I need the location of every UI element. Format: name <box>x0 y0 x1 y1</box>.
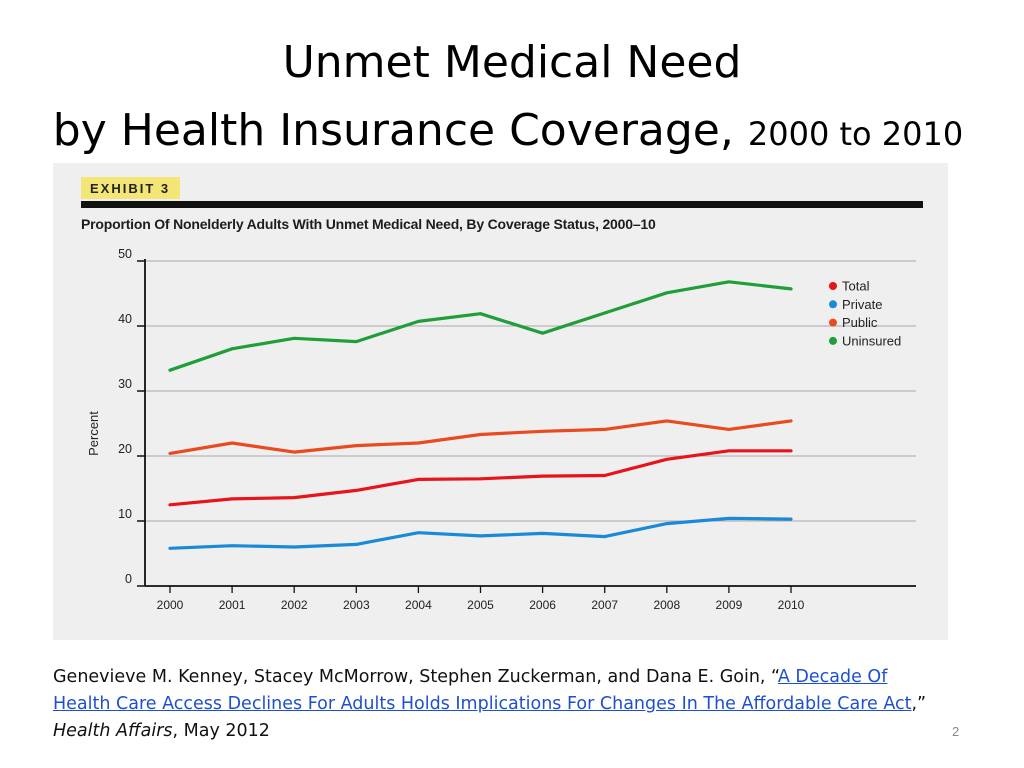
slide-title-line-1: Unmet Medical Need <box>282 37 742 88</box>
exhibit-subtitle: Proportion Of Nonelderly Adults With Unm… <box>81 216 656 232</box>
legend-label-total: Total <box>842 279 870 294</box>
article-link-part-2[interactable]: Health Care Access Declines For Adults H… <box>53 694 912 714</box>
y-tick-label: 10 <box>118 507 132 521</box>
y-tick-label: 20 <box>118 442 132 456</box>
x-tick-label: 2001 <box>219 598 246 612</box>
series-line-private <box>168 516 793 550</box>
title-date-range: 2000 to 2010 <box>747 115 964 153</box>
x-tick-label: 2005 <box>467 598 494 612</box>
legend-marker-total <box>829 282 837 290</box>
citation-quote-close: ,” <box>911 694 927 714</box>
legend-label-uninsured: Uninsured <box>842 333 901 348</box>
series-line-total <box>168 449 793 507</box>
y-tick-label: 30 <box>118 377 132 391</box>
x-tick-label: 2004 <box>405 598 432 612</box>
title-main: by Health Insurance Coverage, <box>52 105 734 156</box>
x-tick-label: 2002 <box>281 598 308 612</box>
exhibit-figure: EXHIBIT 3 Proportion Of Nonelderly Adult… <box>53 163 948 640</box>
legend-label-private: Private <box>842 297 882 312</box>
series-line-uninsured <box>168 280 793 372</box>
x-tick-label: 2008 <box>653 598 680 612</box>
x-tick-label: 2006 <box>529 598 556 612</box>
legend-marker-uninsured <box>829 336 837 345</box>
legend-marker-public <box>829 318 837 327</box>
x-tick-label: 2010 <box>778 598 805 612</box>
y-tick-label: 50 <box>118 247 132 261</box>
article-link-part-1[interactable]: A Decade Of <box>777 667 888 687</box>
y-axis-label: Percent <box>86 411 101 456</box>
x-tick-label: 2000 <box>157 598 184 612</box>
citation: Genevieve M. Kenney, Stacey McMorrow, St… <box>53 664 953 745</box>
x-tick-label: 2009 <box>716 598 743 612</box>
x-tick-label: 2007 <box>591 598 618 612</box>
y-tick-label: 0 <box>125 572 132 586</box>
line-chart: 0 10 20 30 40 50 2000 2001 2002 2003 2004 2005 2006 2… <box>86 247 916 612</box>
slide-title-line-2: by Health Insurance Coverage, 2000 to 20… <box>0 102 1020 163</box>
y-tick-label: 40 <box>118 312 132 326</box>
citation-authors: Genevieve M. Kenney, Stacey McMorrow, St… <box>53 667 778 687</box>
exhibit-tag: EXHIBIT 3 <box>81 177 181 199</box>
x-tick-label: 2003 <box>343 598 370 612</box>
series-line-public <box>168 419 793 455</box>
exhibit-divider <box>81 201 923 208</box>
legend-label-public: Public <box>842 315 878 330</box>
legend-marker-private <box>829 300 837 309</box>
citation-journal: Health Affairs <box>53 721 173 741</box>
citation-date: , May 2012 <box>172 721 270 741</box>
page-number: 2 <box>952 724 960 739</box>
